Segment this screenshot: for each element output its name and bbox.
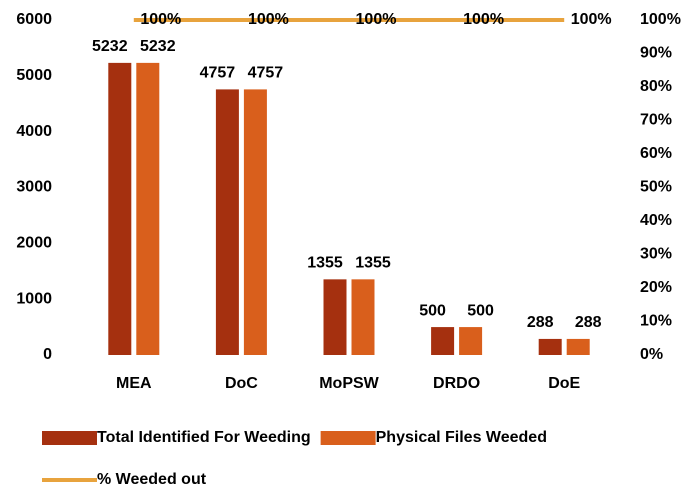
- data-label: 5232: [140, 38, 176, 55]
- bar: [243, 89, 267, 356]
- y2-tick-label: 100%: [640, 11, 681, 28]
- y2-tick-label: 70%: [640, 112, 672, 129]
- bar: [431, 327, 455, 355]
- data-label: 100%: [463, 11, 504, 28]
- data-label: 100%: [248, 11, 289, 28]
- legend-swatch: [320, 431, 376, 445]
- legend-label: Physical Files Weeded: [376, 429, 547, 446]
- y2-tick-label: 0%: [640, 346, 663, 363]
- data-label: 4757: [200, 65, 236, 82]
- data-label: 100%: [571, 11, 612, 28]
- y-tick-label: 1000: [16, 290, 52, 307]
- x-tick-label: DRDO: [433, 375, 480, 392]
- data-label: 100%: [140, 11, 181, 28]
- data-label: 500: [467, 302, 494, 319]
- data-label: 5232: [92, 38, 128, 55]
- y2-tick-label: 50%: [640, 179, 672, 196]
- y2-tick-label: 90%: [640, 45, 672, 62]
- y2-tick-label: 30%: [640, 246, 672, 263]
- y2-tick-label: 40%: [640, 212, 672, 229]
- bar: [323, 279, 347, 355]
- bar: [108, 62, 132, 355]
- y2-tick-label: 20%: [640, 279, 672, 296]
- y-tick-label: 2000: [16, 235, 52, 252]
- bar: [459, 327, 483, 355]
- data-label: 288: [527, 314, 554, 331]
- y-tick-label: 3000: [16, 179, 52, 196]
- data-label: 4757: [248, 65, 284, 82]
- x-tick-label: MoPSW: [319, 375, 379, 392]
- y-tick-label: 5000: [16, 67, 52, 84]
- data-label: 288: [575, 314, 602, 331]
- data-label: 500: [419, 302, 446, 319]
- x-tick-label: MEA: [116, 375, 152, 392]
- bar: [136, 62, 160, 355]
- legend-label: Total Identified For Weeding: [97, 429, 311, 446]
- legend-label: % Weeded out: [97, 471, 207, 488]
- x-tick-label: DoE: [548, 375, 580, 392]
- y-tick-label: 0: [43, 346, 52, 363]
- y2-tick-label: 10%: [640, 313, 672, 330]
- y2-tick-label: 60%: [640, 145, 672, 162]
- y2-tick-label: 80%: [640, 78, 672, 95]
- bar: [215, 89, 239, 356]
- x-tick-label: DoC: [225, 375, 258, 392]
- data-label: 100%: [356, 11, 397, 28]
- bar: [566, 338, 590, 355]
- legend-swatch: [42, 431, 97, 445]
- y-tick-label: 6000: [16, 11, 52, 28]
- data-label: 1355: [355, 255, 391, 272]
- bar: [351, 279, 375, 355]
- data-label: 1355: [307, 255, 343, 272]
- bar: [538, 338, 562, 355]
- y-tick-label: 4000: [16, 123, 52, 140]
